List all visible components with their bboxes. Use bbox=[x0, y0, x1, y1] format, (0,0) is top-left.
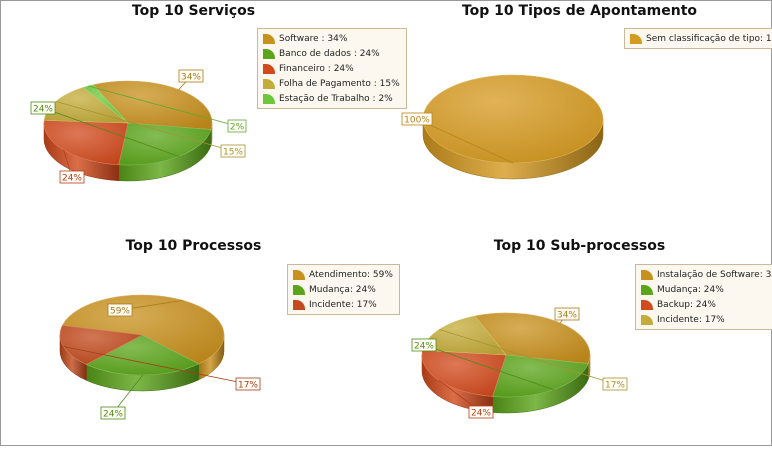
chart-legend: Instalação de Software: 34% Mudança: 24% B… bbox=[635, 264, 772, 330]
legend-swatch bbox=[263, 33, 275, 44]
legend-item[interactable]: Software : 34% bbox=[263, 31, 400, 46]
legend-label: Estação de Trabalho : 2% bbox=[279, 93, 393, 104]
legend-item[interactable]: Banco de dados : 24% bbox=[263, 46, 400, 61]
legend-label: Sem classificação de tipo: 100% bbox=[646, 33, 772, 44]
legend-swatch bbox=[263, 78, 275, 89]
legend-label: Mudança: 24% bbox=[309, 284, 376, 295]
legend-swatch bbox=[293, 269, 305, 280]
data-label-leader bbox=[423, 344, 554, 391]
chart-title: Top 10 Sub-processos bbox=[493, 238, 666, 254]
chart-title: Top 10 Serviços bbox=[131, 3, 256, 19]
data-label: 24% bbox=[62, 174, 82, 184]
data-label-box bbox=[100, 406, 126, 420]
pie-chart-servicos[interactable]: 34% 24% 24% 15% 2% bbox=[1, 1, 386, 223]
chart-legend: Software : 34% Banco de dados : 24% Financ… bbox=[257, 28, 407, 109]
data-label-box bbox=[178, 69, 204, 83]
pie-slice[interactable] bbox=[474, 312, 591, 364]
data-label-leader bbox=[42, 107, 180, 157]
chart-title: Top 10 Tipos de Apontamento bbox=[461, 3, 698, 19]
data-label: 24% bbox=[414, 342, 434, 352]
data-label-box bbox=[411, 338, 437, 352]
data-label-leader bbox=[55, 101, 234, 152]
data-label-box bbox=[59, 170, 85, 184]
legend-label: Incidente: 17% bbox=[309, 299, 377, 310]
legend-swatch bbox=[293, 299, 305, 310]
chart-legend: Atendimento: 59% Mudança: 24% Incidente: 1… bbox=[287, 264, 400, 315]
legend-swatch bbox=[641, 284, 653, 295]
pie-chart-processos[interactable]: 59% 24% 17% bbox=[1, 236, 386, 447]
data-label-box bbox=[554, 307, 580, 321]
legend-swatch bbox=[641, 314, 653, 325]
legend-item[interactable]: Atendimento: 59% bbox=[293, 267, 393, 282]
legend-label: Banco de dados : 24% bbox=[279, 48, 380, 59]
chart-panel-processos: 59% 24% 17% Top 10 Processos Atendimento: … bbox=[1, 236, 400, 458]
legend-label: Software : 34% bbox=[279, 33, 348, 44]
data-label: 17% bbox=[238, 381, 258, 391]
data-label: 15% bbox=[223, 148, 243, 158]
data-label-box bbox=[227, 119, 247, 133]
legend-label: Incidente: 17% bbox=[657, 314, 725, 325]
legend-item[interactable]: Backup: 24% bbox=[641, 297, 772, 312]
legend-label: Financeiro : 24% bbox=[279, 63, 354, 74]
data-label: 34% bbox=[181, 73, 201, 83]
legend-label: Backup: 24% bbox=[657, 299, 716, 310]
legend-swatch bbox=[641, 269, 653, 280]
pie-side-walls bbox=[59, 334, 225, 392]
legend-swatch bbox=[263, 93, 275, 104]
legend-swatch bbox=[293, 284, 305, 295]
data-label-box bbox=[30, 101, 56, 115]
data-label-leader bbox=[439, 329, 616, 385]
legend-item[interactable]: Mudança: 24% bbox=[293, 282, 393, 297]
legend-item[interactable]: Financeiro : 24% bbox=[263, 61, 400, 76]
pie-slice[interactable] bbox=[59, 325, 143, 365]
data-label-box bbox=[401, 112, 433, 126]
data-label: 24% bbox=[471, 409, 491, 419]
chart-legend: Sem classificação de tipo: 100% bbox=[624, 28, 772, 49]
legend-item[interactable]: Incidente: 17% bbox=[293, 297, 393, 312]
data-label-box bbox=[468, 405, 494, 419]
legend-item[interactable]: Estação de Trabalho : 2% bbox=[263, 91, 400, 106]
pie-chart-tipos-apontamento[interactable]: 100% bbox=[387, 1, 772, 223]
legend-item[interactable]: Incidente: 17% bbox=[641, 312, 772, 327]
data-label: 17% bbox=[605, 381, 625, 391]
pie-chart-sub-processos[interactable]: 34% 24% 24% 17% bbox=[387, 236, 772, 447]
legend-item[interactable]: Mudança: 24% bbox=[641, 282, 772, 297]
data-label: 59% bbox=[110, 307, 130, 317]
pie-slice[interactable] bbox=[422, 74, 604, 164]
data-label-box bbox=[220, 144, 246, 158]
pie-slice[interactable] bbox=[43, 120, 129, 166]
data-label: 24% bbox=[103, 410, 123, 420]
pie-slice[interactable] bbox=[85, 334, 200, 376]
legend-label: Atendimento: 59% bbox=[309, 269, 393, 280]
data-label-box bbox=[602, 377, 628, 391]
data-label-leader bbox=[63, 346, 249, 385]
data-label-box bbox=[235, 377, 261, 391]
legend-swatch bbox=[263, 63, 275, 74]
data-label-box bbox=[107, 303, 133, 317]
data-label: 34% bbox=[557, 311, 577, 321]
legend-swatch bbox=[630, 33, 642, 44]
legend-swatch bbox=[263, 48, 275, 59]
dashboard-frame: 34% 24% 24% 15% 2% Top 10 Serviços Software … bbox=[0, 0, 772, 446]
legend-item[interactable]: Sem classificação de tipo: 100% bbox=[630, 31, 772, 46]
legend-label: Instalação de Software: 34% bbox=[657, 269, 772, 280]
legend-label: Mudança: 24% bbox=[657, 284, 724, 295]
legend-label: Folha de Pagamento : 15% bbox=[279, 78, 400, 89]
legend-item[interactable]: Instalação de Software: 34% bbox=[641, 267, 772, 282]
data-label-leader bbox=[416, 118, 514, 164]
data-label-leader bbox=[88, 85, 238, 127]
legend-swatch bbox=[641, 299, 653, 310]
chart-panel-servicos: 34% 24% 24% 15% 2% Top 10 Serviços Software … bbox=[1, 1, 407, 223]
legend-item[interactable]: Folha de Pagamento : 15% bbox=[263, 76, 400, 91]
data-label: 100% bbox=[404, 116, 430, 126]
data-label: 2% bbox=[230, 123, 245, 133]
data-label: 24% bbox=[33, 105, 53, 115]
chart-panel-sub-processos: 34% 24% 24% 17% Top 10 Sub-processos Instal… bbox=[387, 236, 772, 458]
chart-title: Top 10 Processos bbox=[125, 238, 262, 254]
chart-panel-tipos-apontamento: 100% Top 10 Tipos de Apontamento Sem cla… bbox=[387, 1, 772, 223]
